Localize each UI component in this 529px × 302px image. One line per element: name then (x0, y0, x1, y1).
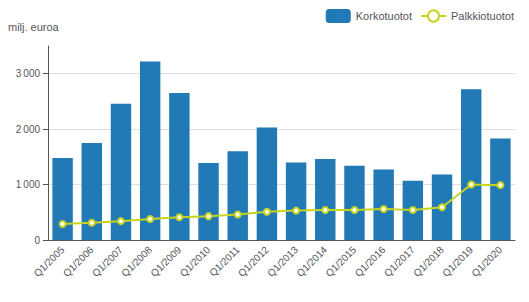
svg-text:Palkkiotuotot: Palkkiotuotot (451, 10, 514, 22)
svg-text:Q1/2007: Q1/2007 (90, 244, 125, 279)
svg-text:milj. euroa: milj. euroa (8, 21, 60, 33)
svg-text:Q1/2018: Q1/2018 (411, 244, 446, 279)
svg-text:Q1/2017: Q1/2017 (382, 244, 417, 279)
svg-text:Q1/2020: Q1/2020 (469, 244, 504, 279)
svg-text:Q1/2008: Q1/2008 (119, 244, 154, 279)
svg-text:Q1/2010: Q1/2010 (178, 244, 213, 279)
svg-text:2 000: 2 000 (16, 124, 41, 135)
svg-text:Q1/2009: Q1/2009 (148, 244, 183, 279)
svg-text:Q1/2016: Q1/2016 (353, 244, 388, 279)
svg-text:Korkotuotot: Korkotuotot (356, 10, 412, 22)
svg-text:1 000: 1 000 (16, 179, 41, 190)
svg-text:Q1/2005: Q1/2005 (32, 244, 67, 279)
svg-text:Q1/2006: Q1/2006 (61, 244, 96, 279)
svg-text:Q1/2013: Q1/2013 (265, 244, 300, 279)
svg-text:Q1/2014: Q1/2014 (294, 244, 329, 279)
svg-text:Q1/2012: Q1/2012 (236, 244, 271, 279)
svg-text:3 000: 3 000 (16, 68, 41, 79)
svg-text:Q1/2015: Q1/2015 (323, 244, 358, 279)
svg-text:Q1/2019: Q1/2019 (440, 244, 475, 279)
svg-text:Q1/2011: Q1/2011 (207, 244, 242, 279)
svg-text:0: 0 (34, 235, 40, 246)
